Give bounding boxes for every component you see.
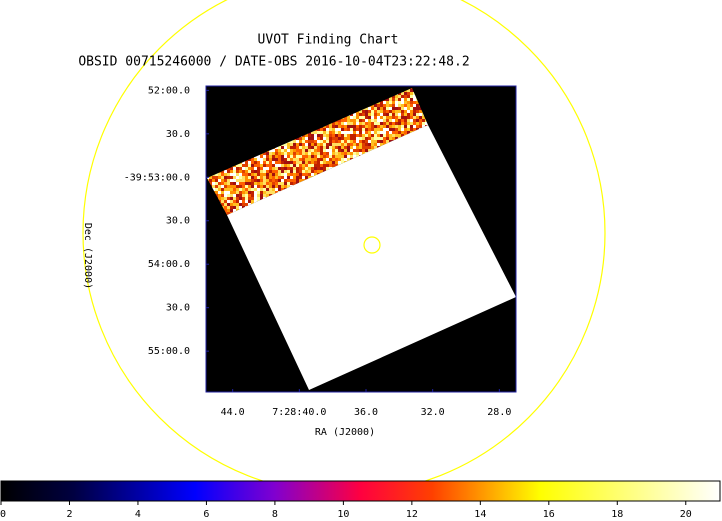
y-tick-label: 52:00.0: [148, 85, 190, 96]
colorbar-tick-label: 14: [474, 509, 486, 520]
source-marker: [363, 236, 381, 254]
y-tick-label: 55:00.0: [148, 346, 190, 357]
x-axis-label: RA (J2000): [315, 427, 375, 438]
exposure-area: [227, 125, 516, 390]
y-tick-label: 30.0: [166, 303, 190, 314]
colorbar-tick-label: 8: [272, 509, 278, 520]
x-tick-label: 28.0: [487, 407, 511, 418]
colorbar-tick-label: 18: [611, 509, 623, 520]
x-tick-label: 44.0: [221, 407, 245, 418]
colorbar-tick-label: 4: [135, 509, 141, 520]
y-axis-label: Dec (J2000): [82, 223, 93, 289]
y-tick-label: -39:53:00.0: [124, 172, 190, 183]
title: UVOT Finding Chart: [258, 33, 399, 48]
colorbar-tick-label: 16: [543, 509, 555, 520]
colorbar-tick-label: 2: [66, 509, 72, 520]
plot-frame: [205, 85, 517, 393]
x-tick-label: 36.0: [354, 407, 378, 418]
colorbar-tick-label: 0: [0, 509, 6, 520]
colorbar: [0, 480, 721, 502]
subtitle: OBSID 00715246000 / DATE-OBS 2016-10-04T…: [78, 55, 469, 70]
colorbar-tick-label: 10: [337, 509, 349, 520]
x-tick-label: 32.0: [421, 407, 445, 418]
colorbar-tick-label: 6: [203, 509, 209, 520]
y-tick-label: 54:00.0: [148, 259, 190, 270]
colorbar-tick-label: 20: [680, 509, 692, 520]
y-tick-label: 30.0: [166, 129, 190, 140]
y-tick-label: 30.0: [166, 216, 190, 227]
x-tick-label: 7:28:40.0: [272, 407, 326, 418]
colorbar-tick-label: 12: [406, 509, 418, 520]
